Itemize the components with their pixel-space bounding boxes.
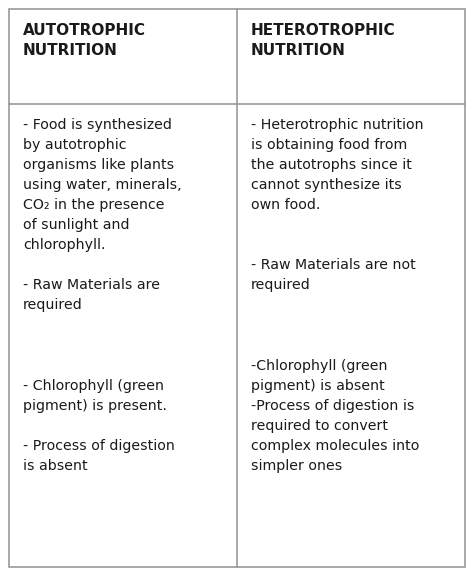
Text: HETEROTROPHIC
NUTRITION: HETEROTROPHIC NUTRITION (251, 23, 396, 58)
Text: AUTOTROPHIC
NUTRITION: AUTOTROPHIC NUTRITION (23, 23, 146, 58)
Text: - Food is synthesized
by autotrophic
organisms like plants
using water, minerals: - Food is synthesized by autotrophic org… (23, 118, 182, 473)
Text: - Heterotrophic nutrition
is obtaining food from
the autotrophs since it
cannot : - Heterotrophic nutrition is obtaining f… (251, 118, 424, 473)
